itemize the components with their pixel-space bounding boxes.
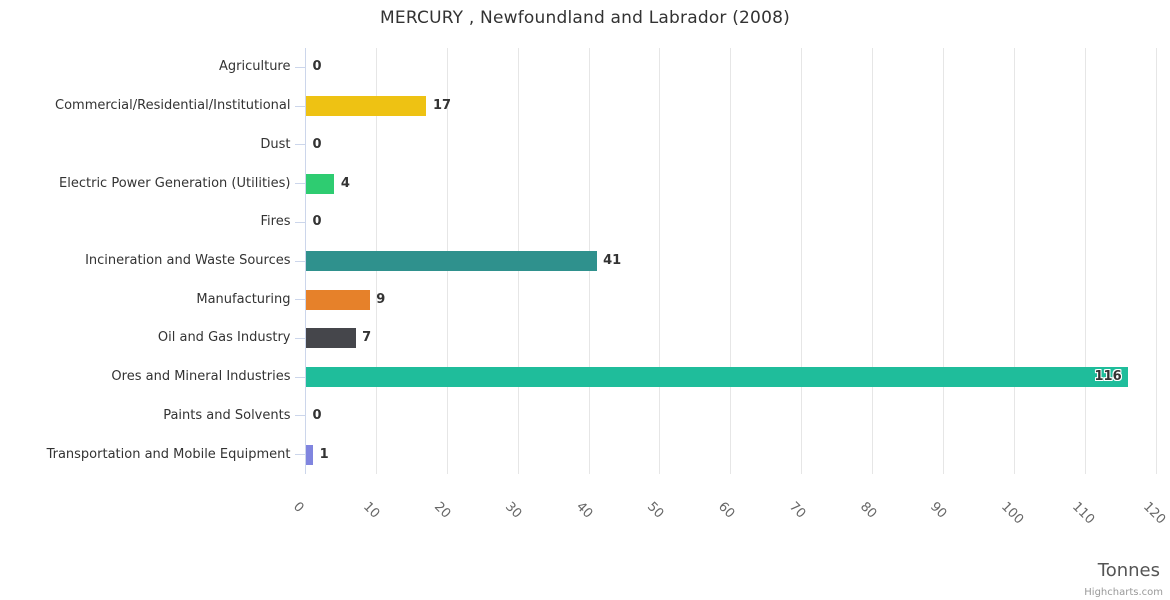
value-axis-tick-label: 50 <box>643 499 667 522</box>
category-label: Incineration and Waste Sources <box>85 253 291 268</box>
category-tick <box>295 454 305 456</box>
value-axis-tick-label: 100 <box>998 499 1027 528</box>
category-tick <box>295 260 305 262</box>
value-label: 0 <box>312 59 322 75</box>
category-tick <box>295 144 305 146</box>
value-label: 4 <box>340 175 350 191</box>
gridline <box>872 48 873 474</box>
bar[interactable] <box>306 444 314 465</box>
value-axis-tick-label: 90 <box>927 499 950 522</box>
category-label: Paints and Solvents <box>163 407 291 423</box>
gridline <box>730 48 732 474</box>
value-axis-title: Tonnes <box>1097 560 1160 581</box>
category-label: Transportation and Mobile Equipment <box>46 446 291 462</box>
bar[interactable] <box>306 96 427 117</box>
value-label: 0 <box>312 407 322 423</box>
value-label: 41 <box>603 253 622 268</box>
value-label: 7 <box>362 330 372 346</box>
value-label: 9 <box>376 291 386 307</box>
value-label: 17 <box>432 98 452 114</box>
bar[interactable] <box>306 173 335 194</box>
value-axis-tick-label: 30 <box>502 499 525 522</box>
category-tick <box>295 183 305 185</box>
category-label: Oil and Gas Industry <box>157 330 291 346</box>
bar[interactable] <box>306 289 370 310</box>
value-axis-tick-label: 20 <box>431 499 454 522</box>
gridline <box>942 48 944 474</box>
highcharts-credit-link[interactable]: Highcharts.com <box>1084 587 1163 598</box>
bar[interactable] <box>306 251 597 271</box>
value-axis-tick-label: 60 <box>714 499 738 522</box>
category-label: Commercial/Residential/Institutional <box>55 98 291 114</box>
bar[interactable] <box>306 367 1129 388</box>
category-tick <box>295 66 305 68</box>
category-tick <box>295 299 305 301</box>
gridline <box>1084 48 1086 474</box>
value-axis-tick-label: 70 <box>785 499 809 522</box>
category-tick <box>295 376 305 378</box>
category-tick <box>295 337 305 339</box>
value-axis-tick-label: 10 <box>360 499 383 522</box>
chart-title: MERCURY , Newfoundland and Labrador (200… <box>380 8 790 28</box>
category-tick <box>295 415 305 417</box>
value-axis-tick-label: 80 <box>856 499 879 522</box>
value-axis-tick-label: 0 <box>289 499 307 516</box>
bar[interactable] <box>306 328 356 349</box>
value-axis-tick-label: 110 <box>1069 499 1098 528</box>
category-label: Dust <box>260 136 291 152</box>
category-label: Ores and Mineral Industries <box>111 369 291 385</box>
gridline <box>659 48 661 474</box>
value-label: 0 <box>312 136 322 152</box>
category-label: Electric Power Generation (Utilities) <box>59 175 291 191</box>
category-label: Agriculture <box>219 59 291 75</box>
category-tick <box>295 105 305 107</box>
category-axis-line <box>305 48 306 474</box>
gridline <box>1155 48 1157 474</box>
value-label: 0 <box>312 214 322 230</box>
gridline <box>801 48 803 474</box>
category-tick <box>295 221 305 223</box>
category-label: Fires <box>260 214 291 230</box>
value-axis-tick-label: 120 <box>1140 499 1169 528</box>
gridline <box>1013 48 1015 474</box>
category-label: Manufacturing <box>196 291 291 307</box>
value-axis-tick-label: 40 <box>573 499 596 522</box>
value-label: 116 <box>1094 369 1122 385</box>
value-label: 1 <box>319 446 329 462</box>
